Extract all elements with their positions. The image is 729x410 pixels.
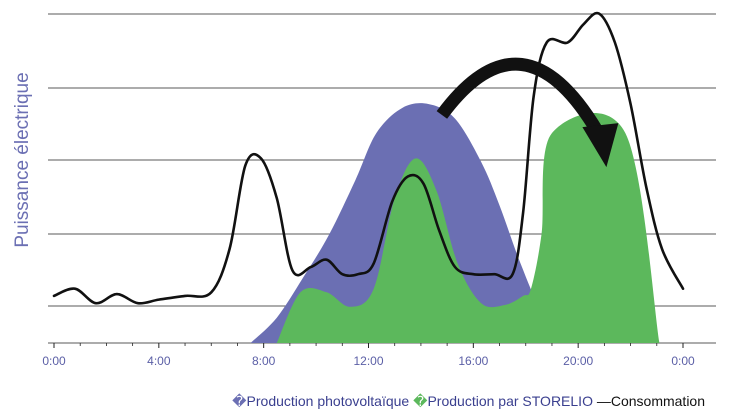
axis-layer: 0:00 4:00 8:00 12:00 16:00 20:00 0:00 [42,343,695,368]
legend-glyph-0: � [232,393,247,409]
series-layer [54,13,683,343]
legend-label-2: Consommation [611,393,705,409]
x-tick-label-2: 8:00 [252,354,276,368]
x-tick-label-1: 4:00 [147,354,171,368]
legend-label-1: Production par STORELIO [427,393,596,409]
x-tick-label-3: 12:00 [353,354,383,368]
x-tick-label-5: 20:00 [563,354,593,368]
x-tick-label-6: 0:00 [671,354,695,368]
x-tick-label-0: 0:00 [42,354,66,368]
y-axis-title: Puissance électrique [12,72,33,247]
legend-glyph-2: — [597,393,611,409]
legend-glyph-1: � [413,393,428,409]
legend: �Production photovoltaïque �Production p… [232,393,705,409]
x-tick-label-4: 16:00 [458,354,488,368]
legend-label-0: Production photovoltaïque [247,393,414,409]
